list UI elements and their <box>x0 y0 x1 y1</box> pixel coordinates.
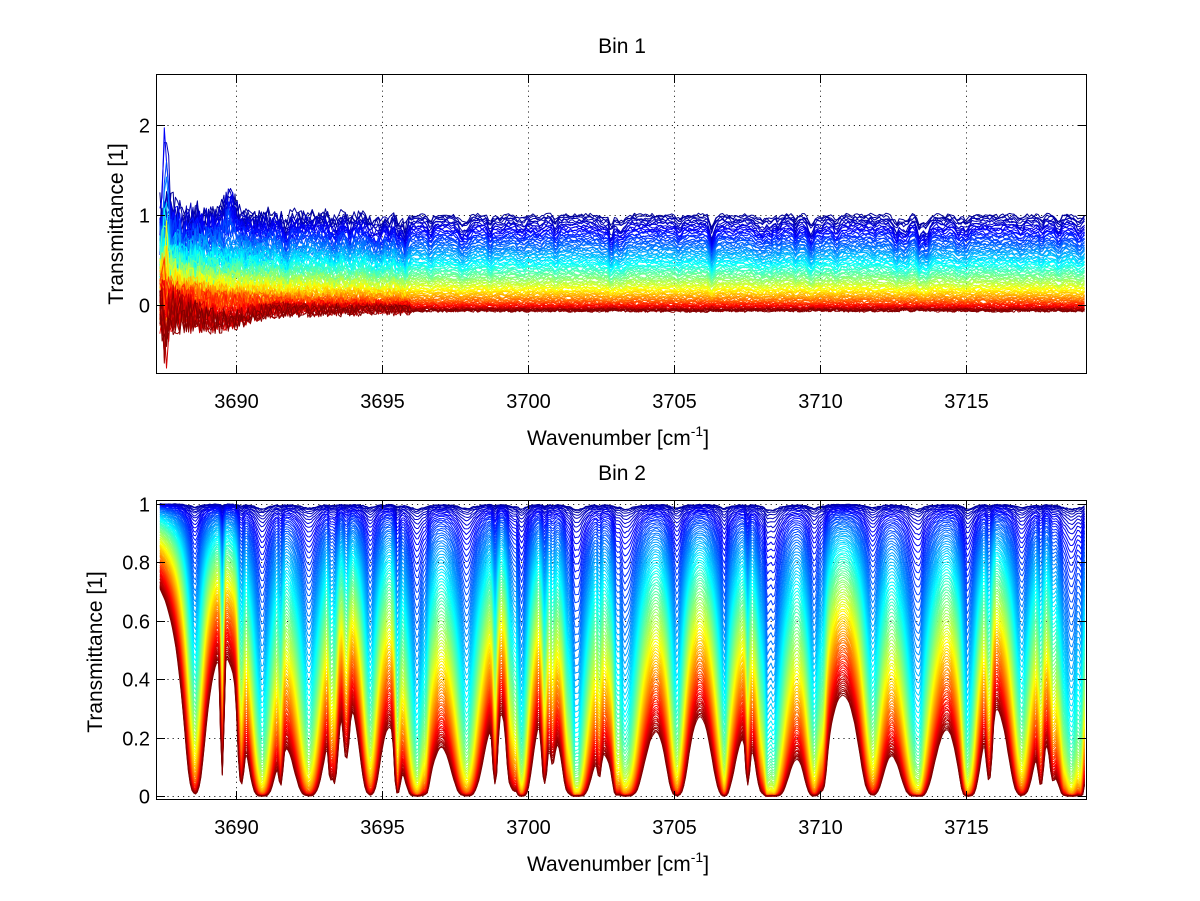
series-line <box>159 142 1085 246</box>
y-tick-label: 0.4 <box>122 670 150 692</box>
series-line <box>159 234 1085 280</box>
series-line <box>159 192 1085 253</box>
series-line <box>159 588 1085 797</box>
series-line <box>159 202 1085 282</box>
series-line <box>159 229 1085 277</box>
series-line <box>159 505 1085 567</box>
series-line <box>159 512 1085 678</box>
series-line <box>159 513 1085 684</box>
series-line <box>159 506 1085 590</box>
series-line <box>159 160 1085 260</box>
series-line <box>159 225 1085 288</box>
series-line <box>159 520 1085 742</box>
x-tick-label: 3715 <box>944 817 989 839</box>
series-line <box>159 510 1085 647</box>
x-tick-label: 3710 <box>798 817 843 839</box>
series-line <box>159 191 1085 241</box>
series-group-bin-2 <box>159 503 1085 797</box>
y-tick-label: 1 <box>139 495 150 517</box>
x-axis-label-bin-1: Wavenumber [cm-1] <box>527 423 709 450</box>
y-axis-label-bin-1: Transmittance [1] <box>105 143 128 304</box>
y-tick-label: 0 <box>139 787 150 809</box>
series-line <box>159 504 1085 540</box>
ticks-bin-1: 3690 3695 3700 3705 3710 3715 0 1 2 <box>139 75 1086 413</box>
chart-title-bin-2: Bin 2 <box>598 462 646 485</box>
series-line <box>159 206 1085 253</box>
series-line <box>159 248 1085 286</box>
x-tick-label: 3690 <box>214 391 259 413</box>
x-tick-label: 3710 <box>798 391 843 413</box>
series-line <box>159 505 1085 559</box>
chart-title-bin-1: Bin 1 <box>598 35 646 58</box>
series-line <box>159 504 1085 524</box>
series-line <box>159 510 1085 640</box>
series-line <box>159 511 1085 663</box>
series-line <box>159 519 1085 737</box>
series-line <box>159 516 1085 711</box>
x-tick-label: 3695 <box>360 391 405 413</box>
subplot-bin-2: Bin 2 3690 3695 3700 3705 3710 3715 0 0.2 0.4 0.6… <box>84 462 1087 876</box>
series-line <box>159 191 1085 243</box>
series-group-bin-1 <box>159 127 1085 369</box>
x-tick-label: 3690 <box>214 817 259 839</box>
y-tick-label: 0.6 <box>122 612 150 634</box>
series-line <box>159 191 1085 244</box>
series-line <box>159 503 1085 517</box>
series-line <box>159 508 1085 622</box>
series-line <box>159 516 1085 716</box>
y-tick-label: 0 <box>139 296 150 318</box>
series-line <box>159 506 1085 575</box>
ticks-bin-2: 3690 3695 3700 3705 3710 3715 0 0.2 0.4 0.6 0.8 1 <box>122 495 1086 839</box>
series-line <box>159 503 1085 529</box>
series-line <box>159 510 1085 655</box>
plot-area-bin-1 <box>156 74 1087 374</box>
series-line <box>159 508 1085 615</box>
series-line <box>159 228 1085 268</box>
x-tick-label: 3715 <box>944 391 989 413</box>
x-tick-label: 3700 <box>506 817 551 839</box>
series-line <box>159 504 1085 553</box>
y-tick-label: 2 <box>139 116 150 138</box>
subplot-bin-1: Bin 1 3690 3695 3700 3705 3710 3715 0 1 2 Wavenu… <box>105 35 1087 450</box>
series-line <box>159 504 1085 546</box>
series-line <box>159 509 1085 631</box>
x-axis-label-bin-2: Wavenumber [cm-1] <box>527 849 709 876</box>
x-tick-label: 3700 <box>506 391 551 413</box>
series-line <box>159 507 1085 598</box>
series-line <box>159 506 1085 582</box>
series-line <box>159 518 1085 732</box>
y-tick-label: 0.2 <box>122 729 150 751</box>
series-line <box>159 516 1085 722</box>
x-tick-label: 3695 <box>360 817 405 839</box>
x-tick-label: 3705 <box>652 817 697 839</box>
series-line <box>159 507 1085 606</box>
series-line <box>159 208 1085 262</box>
x-tick-label: 3705 <box>652 391 697 413</box>
series-line <box>159 258 1085 299</box>
plot-area-bin-2 <box>156 500 1087 800</box>
series-line <box>159 521 1085 746</box>
series-line <box>159 513 1085 691</box>
series-line <box>159 290 1085 347</box>
series-line <box>159 127 1085 251</box>
series-line <box>159 504 1085 534</box>
series-line <box>159 515 1085 705</box>
series-line <box>159 522 1085 750</box>
series-line <box>159 266 1085 319</box>
y-tick-label: 1 <box>139 206 150 228</box>
series-line <box>159 503 1085 520</box>
y-tick-label: 0.8 <box>122 553 150 575</box>
series-line <box>159 514 1085 699</box>
series-line <box>159 511 1085 671</box>
y-axis-label-bin-2: Transmittance [1] <box>84 571 107 732</box>
series-line <box>159 518 1085 727</box>
